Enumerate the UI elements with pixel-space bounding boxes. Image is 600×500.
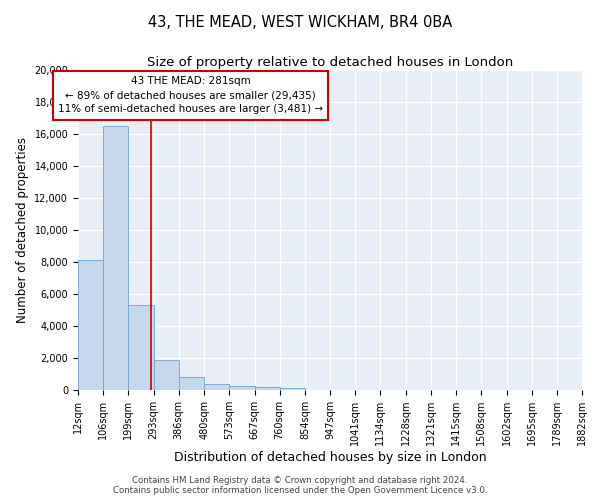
Bar: [179, 377, 204, 390]
Bar: [154, 360, 179, 390]
Y-axis label: Number of detached properties: Number of detached properties: [16, 137, 29, 323]
Bar: [254, 387, 280, 390]
Title: Size of property relative to detached houses in London: Size of property relative to detached ho…: [147, 56, 513, 69]
X-axis label: Distribution of detached houses by size in London: Distribution of detached houses by size …: [173, 451, 487, 464]
Bar: [204, 384, 229, 390]
Text: Contains HM Land Registry data © Crown copyright and database right 2024.
Contai: Contains HM Land Registry data © Crown c…: [113, 476, 487, 495]
Bar: [103, 126, 128, 390]
Bar: [280, 388, 305, 390]
Bar: [128, 305, 154, 390]
Text: 43 THE MEAD: 281sqm
← 89% of detached houses are smaller (29,435)
11% of semi-de: 43 THE MEAD: 281sqm ← 89% of detached ho…: [58, 76, 323, 114]
Bar: [78, 260, 103, 390]
Bar: [229, 386, 254, 390]
Text: 43, THE MEAD, WEST WICKHAM, BR4 0BA: 43, THE MEAD, WEST WICKHAM, BR4 0BA: [148, 15, 452, 30]
